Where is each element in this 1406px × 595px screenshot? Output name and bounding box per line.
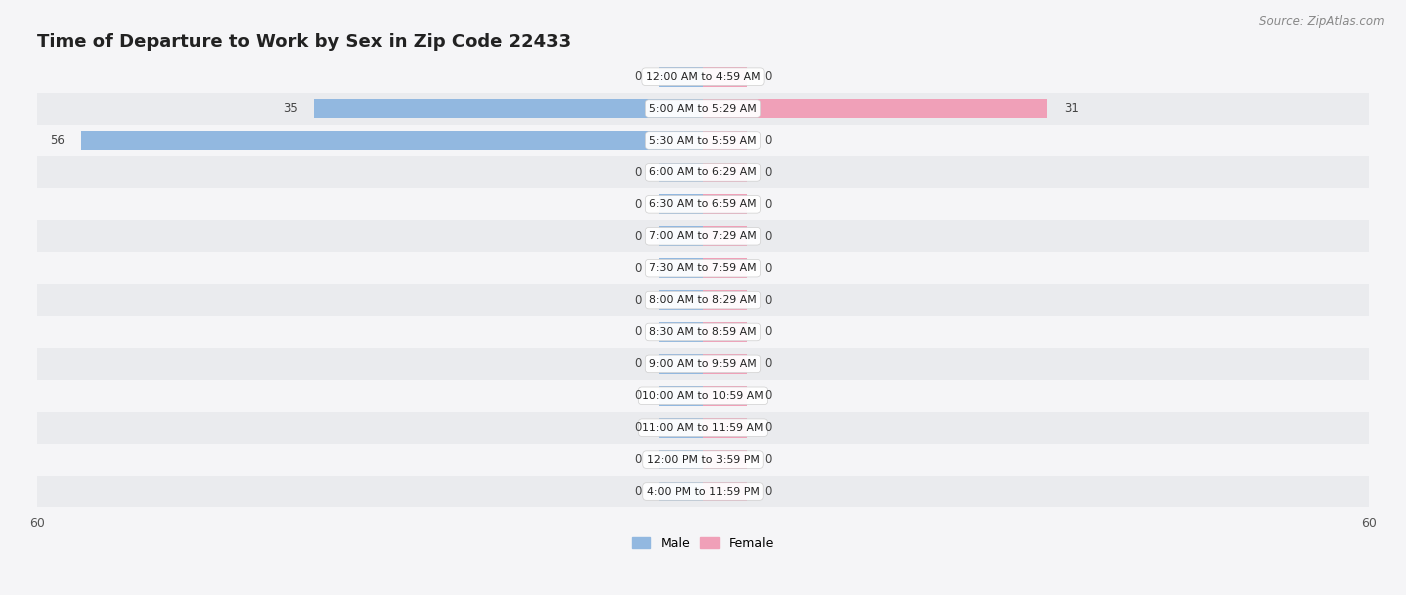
Bar bbox=[658, 162, 703, 182]
Bar bbox=[658, 418, 703, 437]
Bar bbox=[37, 93, 1369, 124]
Bar bbox=[658, 354, 703, 374]
Bar bbox=[703, 354, 748, 374]
Bar bbox=[82, 131, 703, 151]
Text: 0: 0 bbox=[763, 70, 772, 83]
Bar bbox=[703, 258, 748, 278]
Text: 0: 0 bbox=[634, 485, 643, 498]
Bar bbox=[703, 67, 748, 87]
Bar bbox=[37, 252, 1369, 284]
Bar bbox=[37, 475, 1369, 508]
Bar bbox=[37, 444, 1369, 475]
Bar bbox=[658, 226, 703, 246]
Text: Time of Departure to Work by Sex in Zip Code 22433: Time of Departure to Work by Sex in Zip … bbox=[37, 33, 571, 51]
Text: 6:30 AM to 6:59 AM: 6:30 AM to 6:59 AM bbox=[650, 199, 756, 209]
Bar bbox=[703, 131, 748, 151]
Bar bbox=[703, 418, 748, 437]
Text: 0: 0 bbox=[634, 453, 643, 466]
Text: 4:00 PM to 11:59 PM: 4:00 PM to 11:59 PM bbox=[647, 487, 759, 496]
Text: 5:30 AM to 5:59 AM: 5:30 AM to 5:59 AM bbox=[650, 136, 756, 146]
Bar bbox=[658, 195, 703, 214]
Bar bbox=[658, 481, 703, 502]
Text: 0: 0 bbox=[634, 262, 643, 275]
Bar bbox=[37, 220, 1369, 252]
Bar bbox=[37, 412, 1369, 444]
Text: 0: 0 bbox=[763, 198, 772, 211]
Text: 0: 0 bbox=[763, 325, 772, 339]
Text: 0: 0 bbox=[634, 389, 643, 402]
Bar bbox=[703, 386, 748, 406]
Bar bbox=[658, 290, 703, 310]
Text: 7:00 AM to 7:29 AM: 7:00 AM to 7:29 AM bbox=[650, 231, 756, 241]
Bar bbox=[315, 99, 703, 118]
Bar bbox=[658, 386, 703, 406]
Bar bbox=[703, 99, 1047, 118]
Text: 0: 0 bbox=[763, 358, 772, 370]
Text: 35: 35 bbox=[283, 102, 298, 115]
Text: 0: 0 bbox=[763, 230, 772, 243]
Bar bbox=[37, 124, 1369, 156]
Text: Source: ZipAtlas.com: Source: ZipAtlas.com bbox=[1260, 15, 1385, 28]
Text: 0: 0 bbox=[634, 293, 643, 306]
Text: 0: 0 bbox=[763, 485, 772, 498]
Bar bbox=[37, 316, 1369, 348]
Bar bbox=[37, 189, 1369, 220]
Bar bbox=[37, 61, 1369, 93]
Text: 8:00 AM to 8:29 AM: 8:00 AM to 8:29 AM bbox=[650, 295, 756, 305]
Text: 0: 0 bbox=[634, 70, 643, 83]
Text: 0: 0 bbox=[763, 262, 772, 275]
Bar bbox=[658, 258, 703, 278]
Text: 56: 56 bbox=[49, 134, 65, 147]
Text: 0: 0 bbox=[763, 389, 772, 402]
Text: 6:00 AM to 6:29 AM: 6:00 AM to 6:29 AM bbox=[650, 167, 756, 177]
Text: 0: 0 bbox=[634, 358, 643, 370]
Text: 0: 0 bbox=[634, 230, 643, 243]
Bar bbox=[658, 67, 703, 87]
Bar bbox=[703, 450, 748, 469]
Bar bbox=[37, 348, 1369, 380]
Bar bbox=[703, 322, 748, 342]
Bar bbox=[703, 195, 748, 214]
Text: 5:00 AM to 5:29 AM: 5:00 AM to 5:29 AM bbox=[650, 104, 756, 114]
Text: 9:00 AM to 9:59 AM: 9:00 AM to 9:59 AM bbox=[650, 359, 756, 369]
Text: 0: 0 bbox=[763, 421, 772, 434]
Bar bbox=[703, 481, 748, 502]
Text: 0: 0 bbox=[763, 453, 772, 466]
Bar bbox=[658, 450, 703, 469]
Text: 0: 0 bbox=[634, 325, 643, 339]
Text: 12:00 AM to 4:59 AM: 12:00 AM to 4:59 AM bbox=[645, 71, 761, 82]
Bar bbox=[703, 162, 748, 182]
Text: 0: 0 bbox=[634, 421, 643, 434]
Text: 0: 0 bbox=[634, 198, 643, 211]
Text: 0: 0 bbox=[634, 166, 643, 179]
Text: 0: 0 bbox=[763, 134, 772, 147]
Text: 0: 0 bbox=[763, 166, 772, 179]
Text: 7:30 AM to 7:59 AM: 7:30 AM to 7:59 AM bbox=[650, 263, 756, 273]
Bar bbox=[703, 290, 748, 310]
Legend: Male, Female: Male, Female bbox=[627, 532, 779, 555]
Text: 8:30 AM to 8:59 AM: 8:30 AM to 8:59 AM bbox=[650, 327, 756, 337]
Text: 31: 31 bbox=[1064, 102, 1078, 115]
Bar bbox=[37, 380, 1369, 412]
Text: 0: 0 bbox=[763, 293, 772, 306]
Text: 11:00 AM to 11:59 AM: 11:00 AM to 11:59 AM bbox=[643, 422, 763, 433]
Text: 12:00 PM to 3:59 PM: 12:00 PM to 3:59 PM bbox=[647, 455, 759, 465]
Bar bbox=[658, 322, 703, 342]
Bar bbox=[703, 226, 748, 246]
Bar bbox=[37, 284, 1369, 316]
Bar bbox=[37, 156, 1369, 189]
Text: 10:00 AM to 10:59 AM: 10:00 AM to 10:59 AM bbox=[643, 391, 763, 401]
